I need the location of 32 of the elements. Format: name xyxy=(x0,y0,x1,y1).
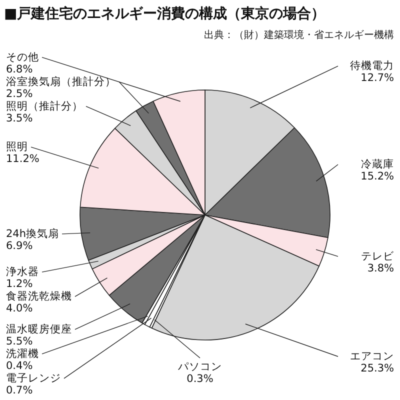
slice-label: 照明 xyxy=(6,141,28,154)
slice-label: 浴室換気扇（推計分） xyxy=(6,74,116,88)
data-label: 5.5% xyxy=(6,335,33,348)
data-label: 0.7% xyxy=(6,384,33,396)
data-label: 11.2% xyxy=(6,153,40,166)
data-label: 2.5% xyxy=(6,88,33,100)
slice-label: 冷蔵庫 xyxy=(361,158,394,171)
data-label: 25.3% xyxy=(360,362,394,375)
slice-label: 24h換気扇 xyxy=(6,226,60,240)
slice-label: 温水暖房便座 xyxy=(6,322,72,336)
slice-label: パソコン xyxy=(177,361,222,373)
data-label: 0.3% xyxy=(186,373,214,385)
slice-label: その他 xyxy=(6,51,39,64)
data-label: 0.4% xyxy=(6,360,33,372)
data-label: 1.2% xyxy=(6,278,33,290)
data-label: 6.8% xyxy=(6,63,33,76)
data-label: 12.7% xyxy=(360,72,394,84)
slice-label: エアコン xyxy=(350,350,394,363)
data-label: 3.5% xyxy=(6,112,33,124)
slice-label: 待機電力 xyxy=(350,59,394,72)
slice-label: 照明（推計分） xyxy=(6,99,83,112)
source-note: 出典：（財）建築環境・省エネルギー機構 xyxy=(204,29,394,41)
slice-label: 食器洗乾燥機 xyxy=(6,290,72,303)
data-label: 3.8% xyxy=(367,262,394,274)
legend-label: テレビ xyxy=(361,250,395,262)
slice-label: 浄水器 xyxy=(6,265,39,278)
data-label: 4.0% xyxy=(6,302,33,315)
data-label: 15.2% xyxy=(360,170,394,183)
chart-title: ■戸建住宅のエネルギー消費の構成（東京の場合） xyxy=(4,5,326,22)
data-label: 6.9% xyxy=(6,240,33,252)
slice-label: 洗濯機 xyxy=(6,346,39,360)
slice-label: 電子レンジ xyxy=(6,372,61,384)
